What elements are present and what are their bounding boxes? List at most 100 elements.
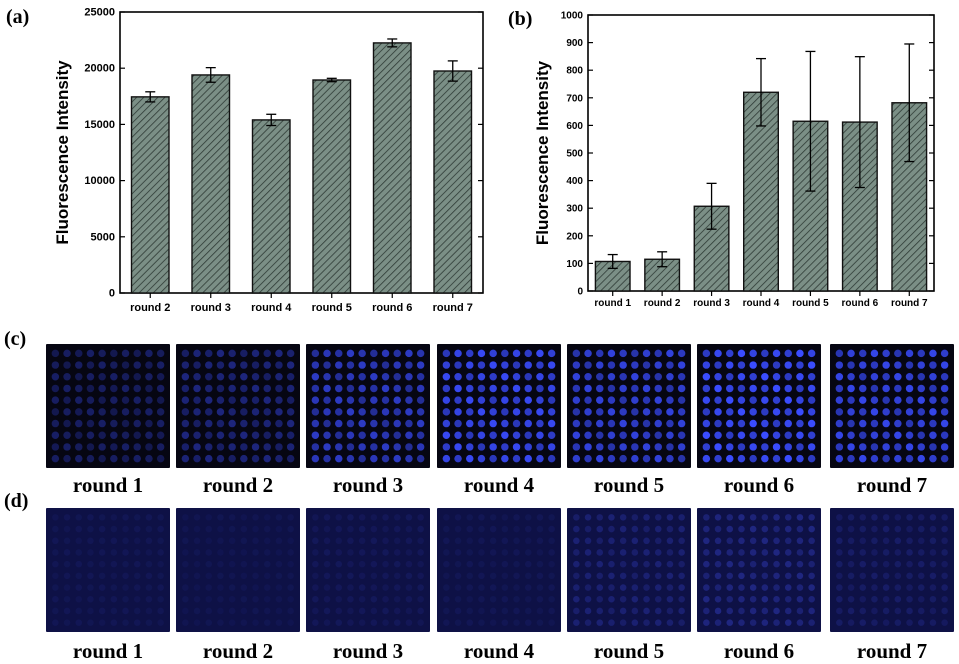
spot (905, 443, 914, 451)
spot (547, 443, 556, 451)
spot (405, 443, 413, 451)
spot (240, 431, 248, 439)
spot (702, 361, 711, 369)
spot (405, 584, 413, 591)
spot (807, 419, 816, 428)
spot (654, 525, 662, 533)
spot (205, 443, 213, 451)
spot (335, 525, 343, 533)
spot (251, 454, 260, 463)
spot (370, 549, 378, 556)
spot (417, 560, 424, 568)
spot (666, 408, 674, 416)
spot (642, 408, 651, 416)
spot (501, 607, 509, 615)
spot (917, 408, 925, 416)
spot (335, 619, 343, 626)
plot-frame (119, 11, 484, 294)
spot (702, 373, 711, 381)
spot (205, 454, 213, 463)
spot (311, 349, 320, 358)
spot (859, 525, 867, 533)
spot (87, 572, 94, 580)
spot (405, 396, 413, 404)
spot (347, 525, 354, 533)
spot (252, 537, 259, 545)
spot (761, 560, 769, 568)
spot (98, 431, 106, 439)
spot (443, 584, 450, 591)
spot (929, 525, 937, 533)
spot (52, 607, 59, 615)
spot (940, 396, 949, 404)
spot (726, 572, 734, 580)
spot (666, 419, 674, 428)
spot (714, 396, 722, 404)
spot (382, 572, 389, 580)
spot (98, 560, 106, 568)
spot (98, 514, 106, 521)
spot (536, 361, 544, 369)
spot (121, 443, 130, 451)
spot (275, 525, 283, 533)
spot (596, 431, 604, 439)
spot (808, 607, 815, 615)
spot (75, 595, 83, 603)
spot (478, 595, 485, 603)
spot (619, 408, 627, 416)
spot (941, 595, 948, 603)
spot (477, 396, 486, 404)
spot (346, 396, 355, 404)
spot (619, 361, 627, 369)
spot (346, 419, 355, 428)
spot (917, 514, 925, 521)
spot (501, 619, 509, 626)
spot (51, 349, 60, 358)
spot (416, 419, 425, 428)
x-tick-label: round 5 (312, 302, 352, 314)
spot (917, 431, 925, 439)
spot (454, 431, 462, 439)
spot (370, 384, 378, 393)
spot (859, 619, 867, 626)
array-label: round 6 (723, 473, 795, 497)
spot (63, 595, 71, 603)
spot (489, 607, 497, 615)
spot (87, 525, 94, 533)
bar-round-5 (312, 79, 352, 294)
spot (894, 384, 902, 393)
spot (847, 537, 855, 545)
spot (358, 549, 366, 556)
spot (703, 560, 710, 568)
spot (501, 443, 509, 451)
spot (572, 431, 581, 439)
spot (393, 361, 401, 369)
spot (75, 560, 83, 568)
spot (501, 361, 509, 369)
spot (405, 349, 413, 358)
spot (466, 525, 474, 533)
spot (477, 431, 486, 439)
spot (702, 408, 711, 416)
spot (796, 396, 804, 404)
spot (263, 396, 271, 404)
spot (761, 373, 769, 381)
spot (835, 454, 844, 463)
spot (335, 443, 343, 451)
spot (666, 361, 674, 369)
spot (929, 595, 937, 603)
spot (75, 384, 83, 393)
spot (870, 361, 879, 369)
spot (454, 349, 462, 358)
spot (548, 584, 555, 591)
y-tick-label: 300 (566, 204, 583, 215)
spot (524, 396, 532, 404)
spot (145, 396, 153, 404)
spot (240, 549, 248, 556)
spot (654, 549, 662, 556)
spot (122, 549, 129, 556)
spot (63, 525, 71, 533)
panel-label-c: (c) (4, 328, 27, 350)
spot (98, 396, 106, 404)
spot (393, 443, 401, 451)
